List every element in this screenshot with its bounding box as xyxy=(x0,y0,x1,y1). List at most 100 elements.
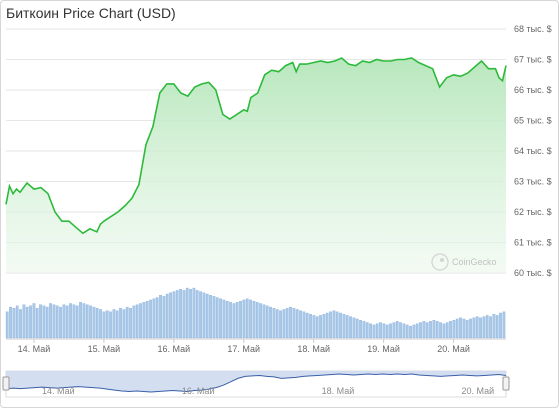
volume-bar xyxy=(89,305,92,339)
volume-bar xyxy=(249,299,252,339)
x-axis-labels: 14. Май 15. Май 16. Май 17. Май 18. Май 19. М… xyxy=(18,339,470,354)
volume-bar xyxy=(152,298,156,339)
volume-bar xyxy=(489,316,492,339)
volume-bar xyxy=(179,289,182,339)
volume-bar xyxy=(85,304,89,339)
volume-bar xyxy=(419,322,422,339)
volume-bar xyxy=(339,312,342,339)
volume-bar xyxy=(135,304,139,339)
volume-bar xyxy=(195,290,199,339)
volume-bar xyxy=(385,324,389,339)
volume-bar xyxy=(222,299,226,339)
volume-bar xyxy=(69,303,72,339)
watermark-text: CoinGecko xyxy=(452,257,497,267)
volume-bar xyxy=(165,293,169,339)
x-tick-label: 16. Май xyxy=(158,344,191,354)
volume-bar xyxy=(409,325,412,339)
y-tick-label: 64 тыс. $ xyxy=(514,146,552,156)
volume-bar xyxy=(112,309,116,339)
navigator-left-handle[interactable] xyxy=(2,376,10,391)
volume-bar xyxy=(219,298,222,339)
y-tick-label: 68 тыс. $ xyxy=(514,24,552,34)
volume-bar xyxy=(122,309,126,339)
volume-bar xyxy=(392,322,396,339)
volume-bar xyxy=(272,308,276,339)
volume-bar xyxy=(232,303,236,339)
volume-bar xyxy=(75,305,79,339)
volume-bar xyxy=(252,300,256,339)
navigator-labels: 14. Май 16. Май 18. Май 20. Май xyxy=(42,386,494,396)
y-tick-label: 66 тыс. $ xyxy=(514,85,552,95)
volume-bar xyxy=(435,321,439,339)
volume-bar xyxy=(425,322,429,339)
volume-bar xyxy=(455,318,459,339)
volume-bar xyxy=(32,303,36,339)
volume-bar xyxy=(25,306,29,339)
volume-bar xyxy=(369,323,372,339)
coingecko-logo-eye-icon xyxy=(440,258,444,262)
y-tick-label: 62 тыс. $ xyxy=(514,207,552,217)
volume-bar xyxy=(482,316,486,339)
volume-bar xyxy=(429,321,432,339)
y-axis-labels: 60 тыс. $ 61 тыс. $ 62 тыс. $ 63 тыс. $ 64 т… xyxy=(514,24,552,278)
navigator-area xyxy=(6,371,506,392)
navigator-label: 16. Май xyxy=(182,386,215,396)
volume-bar xyxy=(245,298,249,339)
volume-bar xyxy=(322,314,326,339)
volume-bar xyxy=(9,306,12,339)
volume-bar xyxy=(145,300,149,339)
price-area xyxy=(6,58,506,273)
navigator[interactable]: 14. Май 16. Май 18. Май 20. Май xyxy=(2,370,510,398)
volume-bar xyxy=(305,312,309,339)
volume-bar xyxy=(269,306,272,339)
volume-bar xyxy=(389,323,392,339)
volume-bar xyxy=(242,299,246,339)
volume-bar xyxy=(379,322,382,339)
volume-bar xyxy=(149,299,152,339)
volume-bar xyxy=(12,308,16,339)
volume-bar xyxy=(202,292,206,339)
volume-bar xyxy=(62,304,66,339)
volume-bar xyxy=(265,305,269,339)
volume-bar xyxy=(42,305,46,339)
watermark: CoinGecko xyxy=(431,253,497,271)
volume-bar xyxy=(82,303,86,339)
volume-bar xyxy=(412,324,416,339)
x-tick-label: 20. Май xyxy=(437,344,470,354)
volume-bar xyxy=(215,297,219,339)
volume-bar xyxy=(475,316,479,339)
volume-bar xyxy=(465,320,469,339)
volume-bar xyxy=(209,295,212,339)
volume-bar xyxy=(405,324,409,339)
volume-bar xyxy=(342,314,346,339)
volume-bar xyxy=(162,296,166,339)
navigator-label: 14. Май xyxy=(42,386,75,396)
volume-bar xyxy=(212,296,216,339)
volume-bar xyxy=(395,321,399,339)
volume-bar xyxy=(19,309,22,339)
volume-bar xyxy=(172,291,176,339)
x-tick-label: 17. Май xyxy=(227,344,260,354)
volume-bar xyxy=(365,322,369,339)
navigator-label: 18. Май xyxy=(322,386,355,396)
volume-bar xyxy=(115,310,119,339)
navigator-right-handle[interactable] xyxy=(502,376,510,391)
volume-bar xyxy=(479,317,482,339)
volume-bar xyxy=(255,302,259,339)
price-line xyxy=(5,57,507,235)
volume-bar xyxy=(375,323,379,339)
volume-bar xyxy=(49,303,52,339)
x-tick-label: 18. Май xyxy=(297,344,330,354)
volume-bar xyxy=(315,316,319,339)
y-tick-label: 63 тыс. $ xyxy=(514,177,552,187)
volume-bar xyxy=(472,317,476,339)
volume-bar xyxy=(99,309,102,339)
volume-bar xyxy=(169,292,172,339)
volume-bar xyxy=(132,305,136,339)
x-tick-label: 14. Май xyxy=(18,344,51,354)
volume-bar xyxy=(382,323,386,339)
volume-bar xyxy=(492,314,496,339)
volume-bar xyxy=(355,318,359,339)
volume-bar xyxy=(205,293,209,339)
